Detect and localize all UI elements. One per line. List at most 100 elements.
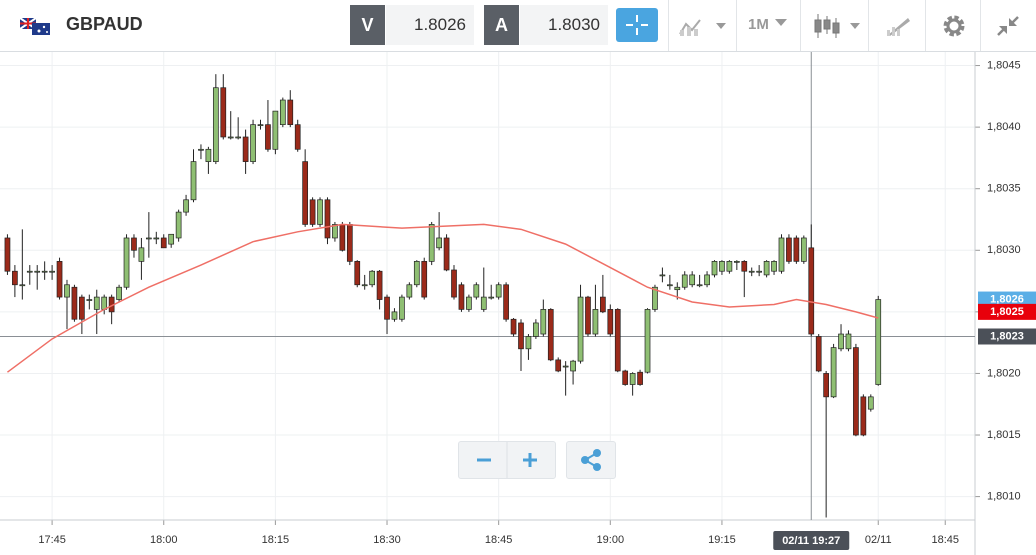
ask-price[interactable]: 1.8030 [520, 5, 608, 45]
candle-body [525, 336, 532, 350]
draw-button[interactable] [884, 14, 912, 38]
candle-body [495, 284, 502, 298]
bid-price[interactable]: 1.8026 [386, 5, 474, 45]
candle-body [592, 309, 599, 335]
candle-body [629, 373, 636, 385]
candle-body [800, 237, 807, 262]
candle-body [652, 286, 658, 310]
candle-body [622, 370, 629, 385]
x-tick-label: 18:45 [931, 534, 959, 546]
candle-body [413, 261, 420, 286]
candle-body [294, 124, 301, 150]
candle-body [488, 296, 495, 299]
candle-body [56, 261, 63, 298]
symbol: GBPAUD [66, 14, 143, 34]
price-marker [978, 328, 1036, 345]
price-marker-label: 1,8026 [990, 293, 1024, 305]
x-tick-label: 17:45 [38, 534, 66, 546]
candle-body [607, 309, 614, 335]
candle-body [399, 296, 405, 320]
candle-body [279, 99, 286, 126]
y-tick-label: 1,8020 [987, 367, 1021, 379]
candle-body [406, 284, 413, 298]
candle-body [26, 270, 33, 273]
zoom-icons[interactable] [459, 442, 555, 478]
candle-body [771, 261, 777, 272]
candle-body [235, 136, 242, 139]
crosshair-time-box [773, 531, 850, 550]
candle-body [212, 87, 219, 162]
candle-body [369, 270, 375, 286]
candle-body [257, 124, 264, 127]
candle-body [168, 233, 175, 245]
y-tick-label: 1,8015 [987, 429, 1021, 441]
share-icon[interactable] [567, 442, 615, 478]
chart-type-button[interactable] [812, 12, 862, 40]
candle-body [376, 270, 383, 300]
candle-body [190, 161, 197, 201]
settings-button[interactable] [941, 13, 967, 39]
candle-body [674, 286, 681, 291]
bid-label[interactable]: V [350, 5, 385, 45]
chart: 1,8010 1,8015 1,8020 1,8025 1,8030 1,8035 1,80… [0, 52, 1036, 555]
candle-body [317, 199, 323, 225]
candle-body [845, 333, 852, 350]
candle-body [466, 296, 472, 310]
candle-body [198, 148, 204, 151]
candle-body [302, 161, 309, 225]
flag-icon [20, 18, 50, 35]
candle-body [696, 284, 703, 287]
candle-body [689, 274, 696, 286]
candle-body [518, 322, 524, 350]
timeframe-button[interactable]: 1M [748, 16, 769, 33]
candle-body [555, 359, 562, 372]
candle-body [79, 296, 85, 320]
separator [736, 0, 737, 51]
candle-body [614, 309, 621, 372]
ask-label[interactable]: A [484, 5, 519, 45]
crosshair-time-label: 02/11 19:27 [782, 535, 840, 547]
candle-body [384, 296, 390, 320]
y-tick-label: 1,8030 [987, 244, 1021, 256]
candle-body [34, 270, 41, 273]
candle-body [93, 296, 100, 310]
separator [800, 0, 801, 51]
indicator-button[interactable] [678, 14, 728, 38]
candle-body [547, 309, 554, 361]
candle-body [49, 270, 55, 273]
candle-body [242, 136, 249, 162]
candle-body [346, 224, 353, 262]
candle-body [637, 371, 643, 385]
candle-body [19, 284, 26, 287]
candle-body [332, 224, 338, 239]
candle-body [867, 396, 874, 410]
candle-body [778, 237, 785, 272]
candle-body [540, 309, 547, 335]
candle-body [473, 284, 480, 298]
candle-body [458, 284, 465, 310]
x-tick-label: 19:00 [597, 534, 625, 546]
candle-body [815, 336, 822, 372]
candle-body [480, 296, 487, 310]
candle-body [227, 136, 234, 139]
price-marker [978, 303, 1036, 320]
candle-body [823, 373, 829, 398]
candle-body [748, 270, 755, 273]
candle-body [324, 199, 331, 239]
collapse-button[interactable] [995, 14, 1021, 38]
candle-body [600, 296, 606, 313]
candle-body [250, 124, 256, 162]
crosshair-button[interactable] [616, 8, 658, 42]
separator [925, 0, 926, 51]
candle-body [436, 237, 442, 249]
candle-body [577, 296, 584, 362]
candle-body [704, 274, 710, 286]
share-control[interactable] [566, 441, 616, 479]
candle-body [443, 237, 450, 271]
separator [668, 0, 669, 51]
candle-body [287, 99, 294, 126]
candle-body [354, 261, 361, 286]
candle-body [793, 237, 800, 262]
separator [980, 0, 981, 51]
